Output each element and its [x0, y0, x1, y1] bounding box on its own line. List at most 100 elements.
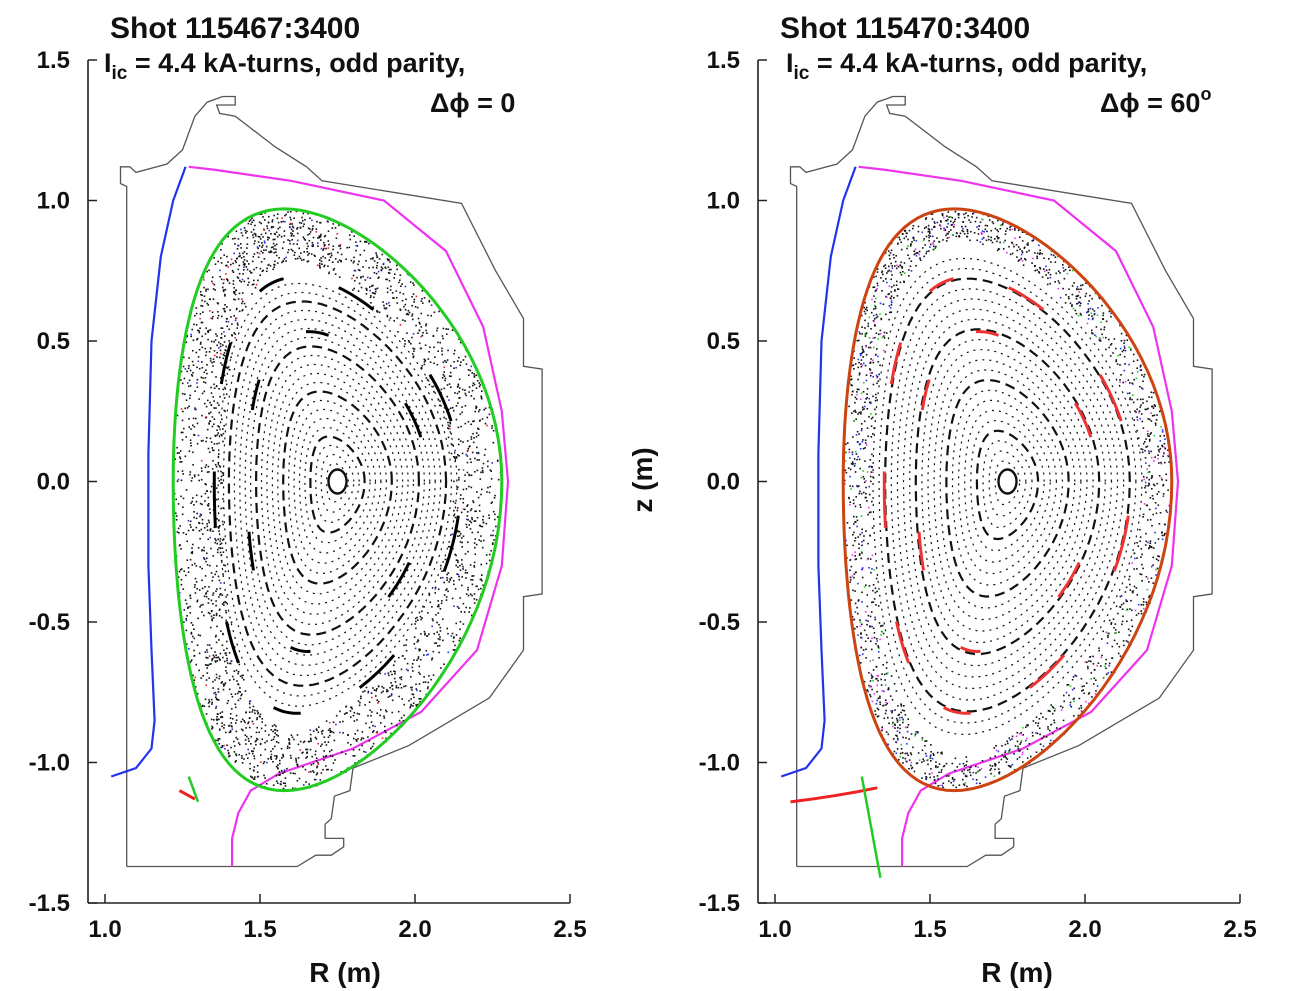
chaotic-point [928, 773, 931, 775]
chaotic-point [877, 708, 880, 711]
chaotic-point [365, 293, 368, 295]
chaotic-point [289, 222, 292, 225]
chaotic-point [435, 614, 437, 616]
chaotic-point [869, 475, 872, 478]
chaotic-point [1148, 482, 1150, 485]
chaotic-point [328, 721, 331, 724]
chaotic-point [915, 255, 918, 257]
chaotic-point [953, 224, 956, 226]
chaotic-point [275, 734, 278, 736]
chaotic-point [360, 739, 362, 741]
chaotic-point [212, 449, 214, 451]
chaotic-point [853, 531, 855, 534]
chaotic-point [231, 718, 234, 720]
chaotic-point [216, 518, 218, 520]
chaotic-point [226, 702, 229, 705]
chaotic-point [1066, 684, 1068, 686]
island-chains [212, 277, 460, 715]
chaotic-point [385, 278, 387, 281]
island-segment [1112, 515, 1130, 572]
x-tick-label: 2.5 [553, 916, 586, 943]
chaotic-point [283, 771, 286, 773]
chaotic-point [1159, 512, 1162, 514]
chaotic-point [432, 650, 435, 653]
chaotic-point [890, 300, 893, 302]
chaotic-point [1043, 735, 1045, 738]
chaotic-point [235, 714, 238, 717]
chaotic-point [470, 579, 472, 581]
chaotic-point [462, 623, 465, 625]
chaotic-point [905, 235, 907, 238]
chaotic-point [199, 343, 202, 345]
chaotic-point [863, 629, 866, 632]
chaotic-point [901, 752, 904, 754]
chaotic-point [207, 611, 210, 614]
chaotic-point [856, 485, 859, 488]
chaotic-point [882, 664, 884, 666]
chaotic-point [1052, 732, 1054, 735]
chaotic-point [1096, 685, 1099, 687]
chaotic-point [210, 547, 212, 550]
chaotic-point [871, 601, 873, 604]
chaotic-point [1007, 742, 1009, 745]
chaotic-point [916, 762, 919, 764]
chaotic-point [285, 213, 287, 216]
chaotic-point [928, 236, 930, 239]
chaotic-point [189, 612, 192, 614]
chaotic-point [932, 248, 935, 251]
chaotic-point [247, 222, 250, 225]
chaotic-point [1006, 227, 1008, 230]
chaotic-point [1121, 620, 1124, 623]
chaotic-point [238, 264, 241, 267]
chaotic-point [408, 699, 410, 702]
chaotic-point [317, 763, 320, 765]
chaotic-point [345, 712, 347, 714]
chaotic-point [199, 502, 202, 505]
chaotic-point [223, 601, 225, 604]
chaotic-point [414, 647, 417, 650]
chaotic-point [931, 218, 934, 220]
chaotic-point [1154, 531, 1156, 534]
chaotic-point [193, 426, 196, 428]
chaotic-point [862, 439, 864, 441]
chaotic-point [217, 461, 220, 464]
chaotic-point [210, 485, 213, 488]
chaotic-point [196, 337, 199, 340]
chaotic-point [1155, 419, 1158, 421]
chaotic-point [266, 783, 268, 785]
chaotic-point [849, 468, 852, 471]
chaotic-point [468, 485, 470, 488]
chaotic-point [1021, 251, 1024, 254]
chaotic-point [182, 393, 184, 395]
chaotic-point [1020, 739, 1023, 742]
chaotic-point [915, 731, 918, 733]
chaotic-point [447, 421, 449, 424]
chaotic-point [353, 287, 355, 290]
chaotic-point [302, 784, 305, 786]
chaotic-point [327, 768, 329, 771]
chaotic-point [903, 709, 906, 712]
chaotic-point [208, 423, 210, 425]
chaotic-point [1019, 248, 1021, 250]
chaotic-point [298, 777, 301, 780]
chaotic-point [428, 675, 430, 677]
chaotic-point [484, 448, 487, 451]
chaotic-point [282, 755, 285, 758]
chaotic-point [491, 427, 493, 429]
chaotic-point [391, 685, 393, 687]
chaotic-point [318, 264, 321, 267]
chaotic-point [869, 660, 872, 662]
chaotic-point [206, 564, 209, 566]
chaotic-point [226, 367, 229, 369]
chaotic-point [254, 740, 257, 743]
chaotic-point [1026, 725, 1029, 727]
chaotic-point [322, 755, 325, 758]
chaotic-point [262, 252, 264, 254]
chaotic-point [890, 304, 893, 306]
chaotic-point [866, 689, 869, 691]
flux-surface [244, 327, 431, 656]
chaotic-point [353, 256, 355, 259]
flux-surface [260, 354, 415, 625]
chaotic-point [1108, 632, 1110, 635]
chaotic-point [176, 480, 179, 483]
